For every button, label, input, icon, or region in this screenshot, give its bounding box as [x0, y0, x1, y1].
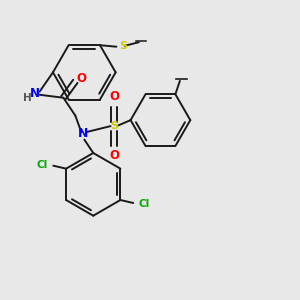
Text: S: S [119, 41, 128, 51]
Text: Cl: Cl [37, 160, 48, 170]
Text: Cl: Cl [138, 199, 150, 209]
Text: O: O [110, 90, 120, 103]
Text: O: O [110, 149, 120, 162]
Text: N: N [30, 87, 40, 100]
Text: N: N [78, 127, 88, 140]
Text: O: O [77, 72, 87, 85]
Text: H: H [23, 93, 32, 103]
Text: S: S [110, 121, 118, 130]
